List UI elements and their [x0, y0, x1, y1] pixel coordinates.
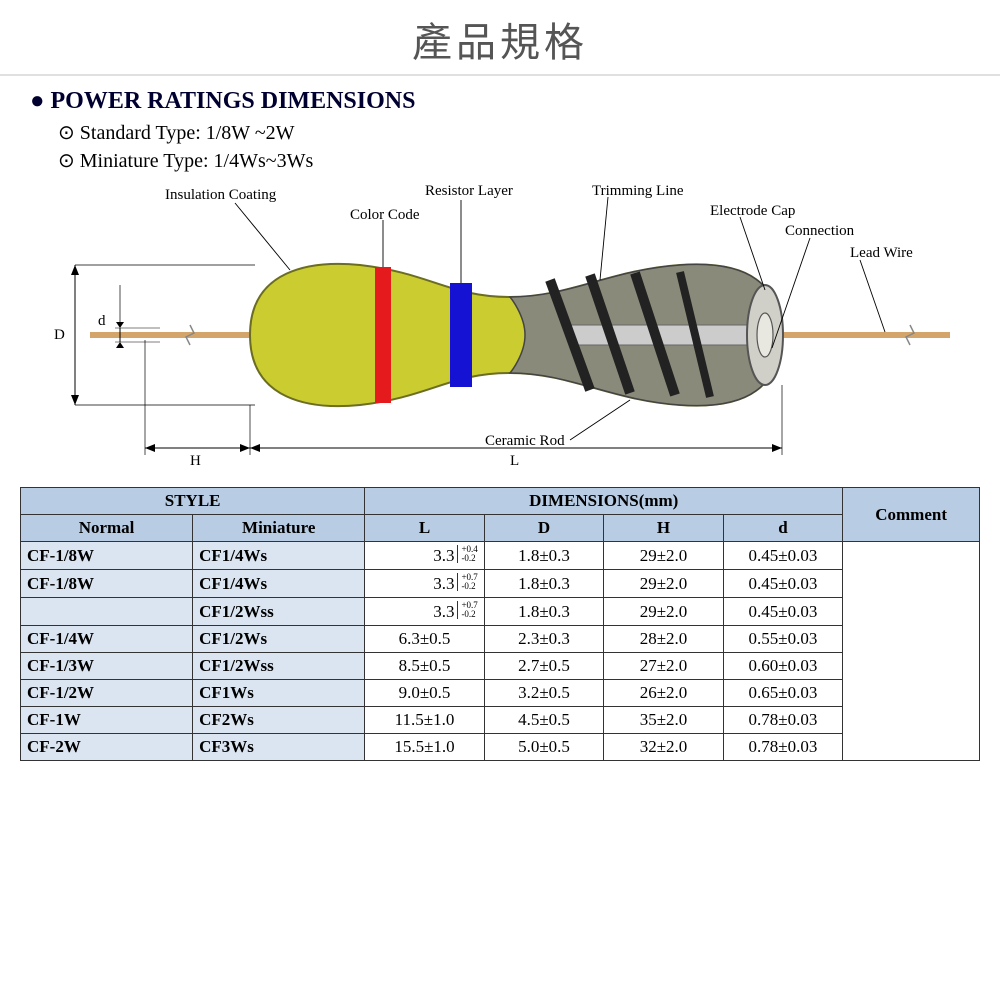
table-row: CF-1/8WCF1/4Ws3.3+0.4-0.21.8±0.329±2.00.… [21, 542, 980, 570]
section-power-ratings: POWER RATINGS DIMENSIONS Standard Type: … [0, 76, 1000, 175]
spec-standard: Standard Type: 1/8W ~2W [58, 119, 970, 147]
table-row: CF-1/8WCF1/4Ws3.3+0.7-0.21.8±0.329±2.00.… [21, 570, 980, 598]
cell-L: 3.3+0.4-0.2 [365, 542, 484, 570]
col-normal: Normal [21, 515, 193, 542]
label-lead-wire: Lead Wire [850, 245, 913, 262]
cell-normal: CF-1/3W [21, 653, 193, 680]
cell-d: 0.78±0.03 [723, 707, 842, 734]
cell-D: 3.2±0.5 [484, 680, 603, 707]
cell-H: 26±2.0 [604, 680, 723, 707]
cell-L: 8.5±0.5 [365, 653, 484, 680]
cell-normal: CF-1/4W [21, 626, 193, 653]
cell-normal: CF-1W [21, 707, 193, 734]
label-connection: Connection [785, 223, 854, 240]
cell-H: 27±2.0 [604, 653, 723, 680]
table-row: CF-1WCF2Ws11.5±1.04.5±0.535±2.00.78±0.03 [21, 707, 980, 734]
cell-mini: CF1/2Wss [193, 653, 365, 680]
cell-L: 9.0±0.5 [365, 680, 484, 707]
cell-mini: CF1/4Ws [193, 542, 365, 570]
cell-d: 0.65±0.03 [723, 680, 842, 707]
cell-mini: CF3Ws [193, 734, 365, 761]
cell-H: 35±2.0 [604, 707, 723, 734]
col-D: D [484, 515, 603, 542]
cell-L: 3.3+0.7-0.2 [365, 598, 484, 626]
cell-L: 11.5±1.0 [365, 707, 484, 734]
dim-H: H [190, 453, 201, 470]
cell-normal: CF-1/2W [21, 680, 193, 707]
cell-mini: CF1/2Ws [193, 626, 365, 653]
dimensions-table: STYLE DIMENSIONS(mm) Comment Normal Mini… [20, 487, 980, 761]
label-color-code: Color Code [350, 207, 420, 224]
dim-L: L [510, 453, 519, 470]
cell-mini: CF1Ws [193, 680, 365, 707]
resistor-diagram: Insulation Coating Color Code Resistor L… [30, 175, 970, 475]
dim-D: D [54, 327, 65, 344]
cell-L: 6.3±0.5 [365, 626, 484, 653]
col-d: d [723, 515, 842, 542]
col-L: L [365, 515, 484, 542]
cell-normal: CF-1/8W [21, 542, 193, 570]
cell-mini: CF1/2Wss [193, 598, 365, 626]
table-row: CF-1/2WCF1Ws9.0±0.53.2±0.526±2.00.65±0.0… [21, 680, 980, 707]
section-heading: POWER RATINGS DIMENSIONS [30, 88, 970, 115]
col-H: H [604, 515, 723, 542]
col-comment: Comment [843, 488, 980, 542]
label-ceramic-rod: Ceramic Rod [485, 433, 565, 450]
cell-H: 29±2.0 [604, 598, 723, 626]
cell-H: 29±2.0 [604, 570, 723, 598]
cell-H: 32±2.0 [604, 734, 723, 761]
cell-d: 0.60±0.03 [723, 653, 842, 680]
label-trimming-line: Trimming Line [592, 183, 684, 200]
cell-H: 29±2.0 [604, 542, 723, 570]
cell-normal: CF-2W [21, 734, 193, 761]
table-row: CF-1/3WCF1/2Wss8.5±0.52.7±0.527±2.00.60±… [21, 653, 980, 680]
table-row: CF-2WCF3Ws15.5±1.05.0±0.532±2.00.78±0.03 [21, 734, 980, 761]
cell-H: 28±2.0 [604, 626, 723, 653]
table-row: CF1/2Wss3.3+0.7-0.21.8±0.329±2.00.45±0.0… [21, 598, 980, 626]
cell-D: 5.0±0.5 [484, 734, 603, 761]
cell-mini: CF1/4Ws [193, 570, 365, 598]
dim-d: d [98, 313, 106, 330]
cell-d: 0.55±0.03 [723, 626, 842, 653]
cell-d: 0.45±0.03 [723, 542, 842, 570]
cell-d: 0.78±0.03 [723, 734, 842, 761]
label-insulation: Insulation Coating [165, 187, 276, 204]
cell-D: 1.8±0.3 [484, 598, 603, 626]
cell-comment [843, 542, 980, 761]
label-resistor-layer: Resistor Layer [425, 183, 513, 200]
col-dims: DIMENSIONS(mm) [365, 488, 843, 515]
table-row: CF-1/4WCF1/2Ws6.3±0.52.3±0.328±2.00.55±0… [21, 626, 980, 653]
cell-L: 3.3+0.7-0.2 [365, 570, 484, 598]
cell-D: 1.8±0.3 [484, 542, 603, 570]
cell-d: 0.45±0.03 [723, 570, 842, 598]
cell-D: 4.5±0.5 [484, 707, 603, 734]
spec-list: Standard Type: 1/8W ~2W Miniature Type: … [30, 119, 970, 175]
spec-miniature: Miniature Type: 1/4Ws~3Ws [58, 147, 970, 175]
cell-mini: CF2Ws [193, 707, 365, 734]
cell-D: 2.3±0.3 [484, 626, 603, 653]
cell-D: 1.8±0.3 [484, 570, 603, 598]
col-style: STYLE [21, 488, 365, 515]
cell-normal [21, 598, 193, 626]
page-title: 產品規格 [0, 0, 1000, 76]
cell-normal: CF-1/8W [21, 570, 193, 598]
cell-D: 2.7±0.5 [484, 653, 603, 680]
label-electrode-cap: Electrode Cap [710, 203, 795, 220]
col-mini: Miniature [193, 515, 365, 542]
cell-L: 15.5±1.0 [365, 734, 484, 761]
cell-d: 0.45±0.03 [723, 598, 842, 626]
